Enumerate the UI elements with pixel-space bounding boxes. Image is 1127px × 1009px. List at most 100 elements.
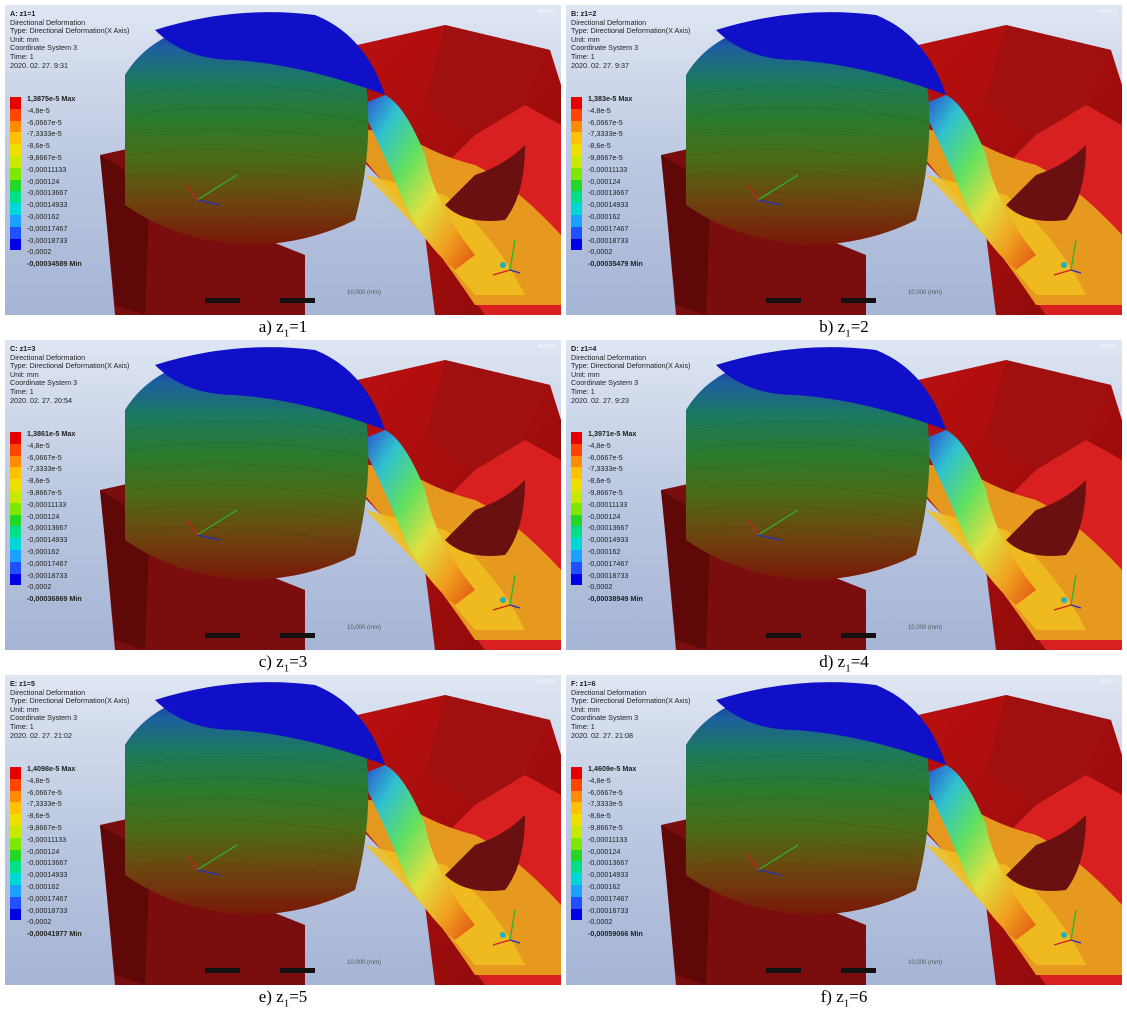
legend-swatch xyxy=(571,226,582,239)
legend-label: -9,8667e-5 xyxy=(27,487,62,497)
legend-label: -0,00011133 xyxy=(588,499,628,509)
legend-color-bar xyxy=(571,97,582,251)
legend-label: -6,0667e-5 xyxy=(588,117,623,127)
legend-label: -0,0002 xyxy=(27,917,52,927)
scale-label: 10,000 (mm) xyxy=(908,960,943,966)
legend-swatch xyxy=(571,849,582,862)
coordinate-system: Coordinate System 3 xyxy=(571,43,639,53)
gear-model-view xyxy=(100,682,561,985)
result-title: B: z1=2 xyxy=(571,9,597,18)
legend-label: -0,000124 xyxy=(588,511,621,521)
coordinate-system: Coordinate System 3 xyxy=(571,378,639,388)
result-title: E: z1=5 xyxy=(10,679,35,688)
legend-swatch xyxy=(10,120,21,133)
result-time: Time: 1 xyxy=(10,51,34,61)
legend-swatch xyxy=(571,538,582,550)
result-date: 2020. 02. 27. 21:08 xyxy=(571,730,633,740)
legend-min: -0,00034589 Min xyxy=(27,259,82,269)
scale-label: 10,000 (mm) xyxy=(347,960,382,966)
caption-subscript: 1 xyxy=(283,662,290,675)
result-subtype: Type: Directional Deformation(X Axis) xyxy=(571,696,691,706)
result-time: Time: 1 xyxy=(571,51,595,61)
legend-label: -0,00011133 xyxy=(588,834,628,844)
legend-label: -0,00017467 xyxy=(588,893,629,903)
scale-label: 10,000 (mm) xyxy=(347,290,382,296)
legend-label: -0,00017467 xyxy=(27,558,68,568)
ansys-logo: ANSYS xyxy=(1099,344,1116,350)
result-date: 2020. 02. 27. 9:23 xyxy=(571,395,629,405)
result-subtype: Type: Directional Deformation(X Axis) xyxy=(571,361,691,371)
gear-model-view xyxy=(100,12,561,315)
scale-bar xyxy=(841,968,876,973)
legend-min: -0,00036869 Min xyxy=(27,594,82,604)
legend-swatch xyxy=(10,884,21,897)
result-time: Time: 1 xyxy=(10,386,34,396)
result-type: Directional Deformation xyxy=(10,17,86,27)
result-unit: Unit: mm xyxy=(571,369,600,379)
legend-color-bar xyxy=(10,767,21,921)
legend-max: 1,3971e-5 Max xyxy=(588,429,637,438)
legend-swatch xyxy=(571,767,582,779)
legend-swatch xyxy=(571,778,582,791)
scale-bar xyxy=(205,633,240,638)
scale-bar xyxy=(280,298,315,303)
legend-swatch xyxy=(571,802,582,815)
legend-min: -0,00035479 Min xyxy=(588,259,643,269)
legend-swatch xyxy=(10,908,21,921)
legend-min: -0,00059066 Min xyxy=(588,929,643,939)
legend-label: -7,3333e-5 xyxy=(27,129,62,139)
legend-label: -0,00014933 xyxy=(588,870,629,880)
result-title: F: z1=6 xyxy=(571,679,596,688)
legend-label: -0,00013667 xyxy=(27,188,68,198)
legend-swatch xyxy=(10,561,21,574)
panel-caption: c) z1=3 xyxy=(5,652,561,674)
caption-value: =3 xyxy=(289,652,308,671)
legend-swatch xyxy=(10,490,21,503)
legend-swatch xyxy=(10,502,21,515)
legend-swatch xyxy=(571,573,582,586)
caption-value: =4 xyxy=(850,652,869,671)
legend-label: -8,6e-5 xyxy=(588,476,611,486)
gear-model-view xyxy=(661,682,1122,985)
ansys-logo: ANSYS xyxy=(538,344,555,350)
panel-caption: f) z1=6 xyxy=(566,987,1122,1009)
legend-label: -6,0667e-5 xyxy=(27,117,62,127)
legend-label: -4,8e-5 xyxy=(27,775,50,785)
result-info: F: z1=6 Directional Deformation Type: Dire… xyxy=(571,679,691,740)
legend-swatch xyxy=(10,767,21,779)
caption-subscript: 1 xyxy=(845,662,851,675)
legend-label: -7,3333e-5 xyxy=(27,799,62,809)
legend-label: -0,000162 xyxy=(27,881,60,891)
result-unit: Unit: mm xyxy=(10,34,39,44)
legend-labels: 1,3971e-5 Max -4,8e-5 -6,0667e-5 -7,3333e-5… xyxy=(588,428,643,605)
caption-letter: d) z xyxy=(819,652,846,671)
legend-swatch xyxy=(571,108,582,121)
result-title: D: z1=4 xyxy=(571,344,597,353)
ansys-logo: ANSYS xyxy=(1099,9,1116,15)
legend-swatch xyxy=(10,179,21,192)
legend-swatch xyxy=(10,132,21,145)
scale-bar xyxy=(280,968,315,973)
legend-max: 1,4098e-5 Max xyxy=(27,764,76,773)
legend-label: -9,8667e-5 xyxy=(588,152,623,162)
legend-label: -0,00013667 xyxy=(588,858,629,868)
result-unit: Unit: mm xyxy=(571,704,600,714)
legend-label: -6,0667e-5 xyxy=(588,452,623,462)
legend-label: -6,0667e-5 xyxy=(588,787,623,797)
caption-subscript: 1 xyxy=(283,997,290,1009)
caption-value: =2 xyxy=(850,317,869,336)
result-title: C: z1=3 xyxy=(10,344,36,353)
legend-swatch xyxy=(571,432,582,444)
coordinate-system: Coordinate System 3 xyxy=(571,713,639,723)
legend-swatch xyxy=(10,526,21,539)
legend-swatch xyxy=(10,778,21,791)
viewport: C: z1=3 Directional Deformation Type: Dire… xyxy=(5,340,561,650)
legend-label: -0,00014933 xyxy=(588,200,629,210)
legend-label: -0,00011133 xyxy=(588,164,628,174)
legend-label: -8,6e-5 xyxy=(27,811,50,821)
legend-swatch xyxy=(10,837,21,850)
legend-swatch xyxy=(571,490,582,503)
legend-label: -0,0002 xyxy=(27,247,52,257)
legend-label: -0,00013667 xyxy=(588,188,629,198)
legend-label: -0,000162 xyxy=(588,881,621,891)
